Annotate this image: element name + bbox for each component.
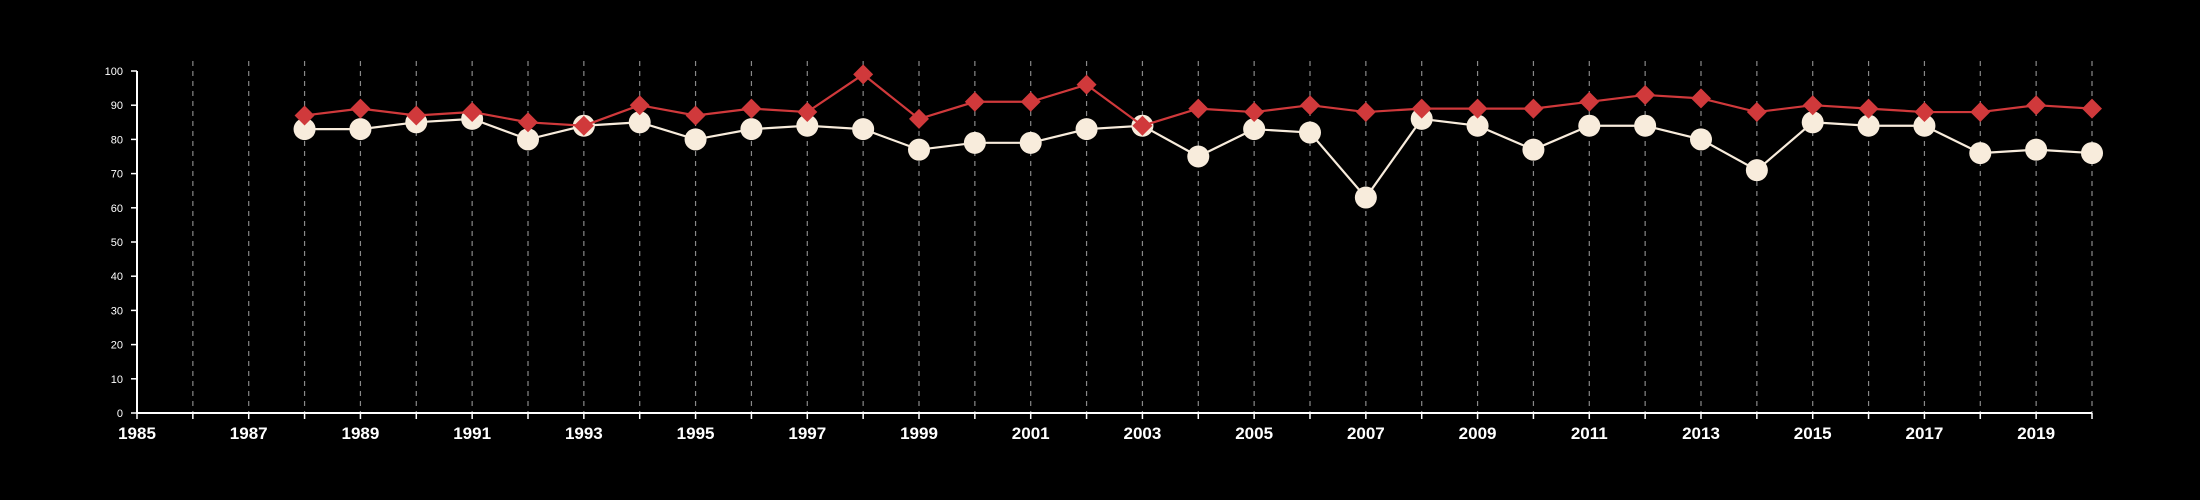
series-1-point-9: [796, 114, 819, 137]
series-1-point-26: [1745, 159, 1768, 182]
grid-lines: [192, 61, 2093, 413]
y-tick-label-4: 40: [111, 271, 123, 283]
series-0-point-16: [1188, 98, 1209, 119]
x-tick-label-13: 2011: [1571, 424, 1608, 443]
series-0-point-1: [350, 98, 371, 119]
series-0-point-26: [1746, 102, 1767, 123]
series-0-point-10: [853, 64, 874, 85]
x-tick-label-12: 2009: [1459, 424, 1497, 443]
series-0-point-9: [797, 102, 818, 123]
y-tick-label-2: 20: [111, 340, 123, 352]
series-1-point-25: [1690, 128, 1712, 151]
series-0-point-0: [294, 105, 315, 126]
x-tick-label-16: 2017: [1906, 424, 1944, 443]
series-0-point-32: [2082, 98, 2102, 119]
series-0-point-18: [1300, 95, 1320, 116]
series-0-point-12: [964, 91, 985, 112]
series-1-point-1: [349, 118, 372, 141]
y-tick-label-1: 10: [111, 374, 123, 386]
series-0-point-30: [1970, 102, 1991, 123]
series-1-point-7: [684, 128, 707, 151]
series-0-point-24: [1635, 84, 1656, 105]
series-0-point-15: [1132, 115, 1153, 136]
x-tick-label-14: 2013: [1682, 424, 1720, 443]
series-0-point-8: [741, 98, 762, 119]
series-0-point-19: [1355, 102, 1376, 123]
series-0-point-3: [462, 102, 483, 123]
series-0-point-13: [1020, 91, 1041, 112]
x-tick-label-9: 2003: [1124, 424, 1162, 443]
x-tick-label-2: 1989: [342, 424, 380, 443]
x-tick-label-8: 2001: [1012, 424, 1050, 443]
series-1-point-13: [1019, 131, 1042, 154]
y-tick-label-9: 90: [111, 100, 123, 112]
series-0: [294, 64, 2102, 136]
axes: 0 10 20 30 40 50 60 70 80 90 100 1985 1987 1989 1991 19…: [105, 66, 2093, 443]
series-1-point-8: [740, 118, 763, 141]
series-0-point-31: [2026, 95, 2047, 116]
series-1-point-28: [1857, 114, 1880, 137]
y-tick-label-10: 100: [105, 66, 123, 78]
series-1-point-24: [1634, 114, 1657, 137]
series-1-point-21: [1466, 114, 1489, 137]
series-1-point-4: [517, 128, 539, 151]
x-tick-label-6: 1997: [788, 424, 826, 443]
x-tick-label-7: 1999: [900, 424, 938, 443]
series-0-point-25: [1691, 88, 1711, 109]
y-tick-label-5: 50: [111, 237, 123, 249]
y-tick-label-7: 70: [111, 169, 123, 181]
series-1-point-32: [2081, 142, 2103, 165]
series-1-point-14: [1075, 118, 1098, 141]
series-1-point-31: [2025, 138, 2048, 161]
x-tick-label-17: 2019: [2017, 424, 2055, 443]
series-1-point-18: [1299, 121, 1321, 144]
series-0-point-22: [1523, 98, 1544, 119]
series-1-point-12: [963, 131, 986, 154]
y-tick-label-0: 0: [117, 408, 123, 420]
series-0-point-4: [518, 112, 538, 133]
series-1-point-22: [1522, 138, 1545, 161]
series-1-point-10: [852, 118, 875, 141]
series-0-point-17: [1244, 102, 1265, 123]
series-1-point-19: [1354, 186, 1377, 209]
series-1-point-23: [1578, 114, 1601, 137]
x-tick-label-15: 2015: [1794, 424, 1832, 443]
y-tick-label-3: 30: [111, 305, 123, 317]
x-tick-label-5: 1995: [677, 424, 715, 443]
series-0-point-20: [1411, 98, 1432, 119]
series-0-point-27: [1802, 95, 1823, 116]
series-0-point-6: [629, 95, 650, 116]
series-1-point-16: [1187, 145, 1210, 168]
series-1-point-20: [1410, 107, 1433, 130]
x-tick-label-0: 1985: [118, 424, 156, 443]
series-1-point-11: [908, 138, 930, 161]
series-0-point-7: [685, 105, 706, 126]
series-1-point-6: [628, 111, 651, 134]
series-1: [293, 107, 2103, 209]
series-0-point-29: [1914, 102, 1935, 123]
y-tick-label-6: 60: [111, 203, 123, 215]
series-0-point-11: [909, 108, 929, 129]
series-1-point-0: [293, 118, 316, 141]
y-tick-label-8: 80: [111, 134, 123, 146]
series-1-point-29: [1913, 114, 1936, 137]
x-tick-label-11: 2007: [1347, 424, 1385, 443]
series-0-point-28: [1858, 98, 1879, 119]
series-1-point-30: [1969, 142, 1992, 165]
series-0-point-2: [406, 105, 427, 126]
series-0-point-21: [1467, 98, 1488, 119]
series-0-point-14: [1076, 74, 1097, 95]
series-1-point-17: [1243, 118, 1266, 141]
x-tick-label-10: 2005: [1235, 424, 1273, 443]
series-0-point-5: [573, 115, 594, 136]
series-layer: [293, 64, 2103, 209]
x-tick-label-4: 1993: [565, 424, 603, 443]
x-tick-label-1: 1987: [230, 424, 268, 443]
series-1-point-27: [1801, 111, 1824, 134]
x-tick-label-3: 1991: [453, 424, 491, 443]
series-0-point-23: [1579, 91, 1600, 112]
